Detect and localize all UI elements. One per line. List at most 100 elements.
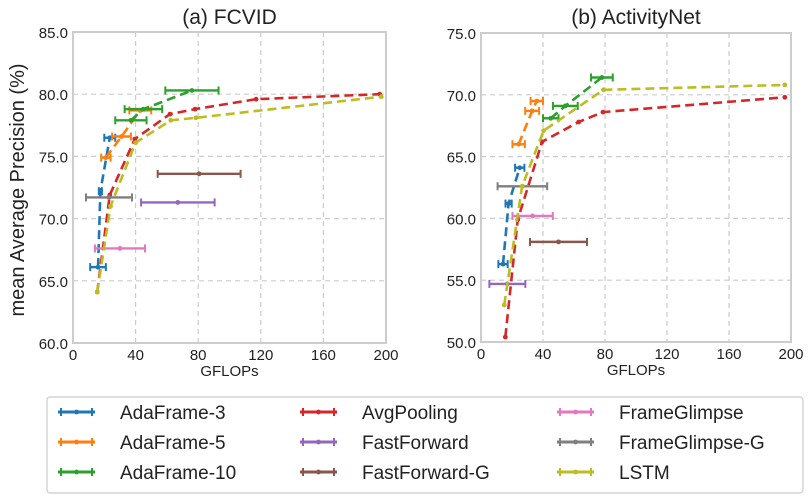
legend: AdaFrame-3 AdaFrame-5 AdaFrame-10 AvgPoolin… xyxy=(46,396,804,494)
legend-marker xyxy=(74,439,79,445)
data-point xyxy=(541,128,547,134)
x-axis-label: GFLOPs xyxy=(607,362,665,379)
data-point xyxy=(192,106,198,112)
data-point xyxy=(530,213,536,219)
data-point xyxy=(97,188,103,194)
data-point xyxy=(516,141,522,147)
legend-entry: AdaFrame-3 xyxy=(58,403,226,424)
x-tick-label: 0 xyxy=(477,346,485,363)
series-adaframe-5 xyxy=(100,106,153,162)
data-point xyxy=(117,246,123,251)
legend-marker xyxy=(74,469,79,475)
y-tick-label: 80.0 xyxy=(39,87,68,104)
legend-label: FastForward xyxy=(362,433,469,454)
x-tick-label: 120 xyxy=(248,347,273,364)
legend-entry: FrameGlimpse-G xyxy=(557,433,765,454)
data-point xyxy=(196,171,202,177)
legend-entry: AvgPooling xyxy=(300,403,458,424)
data-point xyxy=(378,94,384,100)
data-point xyxy=(107,135,113,141)
data-point xyxy=(189,88,195,93)
data-point xyxy=(132,136,138,142)
y-tick-label: 60.0 xyxy=(39,336,68,353)
data-point xyxy=(601,87,606,93)
series-fastforward-g xyxy=(156,169,242,178)
data-point xyxy=(782,94,788,100)
x-tick-label: 80 xyxy=(190,347,207,364)
legend-entry: FastForward xyxy=(300,433,469,454)
series-line xyxy=(502,83,785,306)
data-point xyxy=(502,334,508,340)
y-tick-label: 75.0 xyxy=(447,26,476,43)
legend-entry: FrameGlimpse xyxy=(557,403,744,424)
data-point xyxy=(600,109,606,115)
x-tick-label: 200 xyxy=(778,346,803,363)
data-point xyxy=(529,108,535,114)
data-point xyxy=(576,119,582,125)
legend-label: AdaFrame-3 xyxy=(120,403,226,424)
series-fastforward-g xyxy=(528,237,589,246)
x-tick-label: 200 xyxy=(373,347,398,364)
data-point xyxy=(500,261,506,267)
data-point xyxy=(534,98,540,104)
y-tick-label: 75.0 xyxy=(39,149,68,166)
legend-entry: AdaFrame-5 xyxy=(58,433,226,454)
series-adaframe-10 xyxy=(542,73,614,123)
legend-marker xyxy=(573,409,578,415)
y-tick-label: 65.0 xyxy=(39,274,68,291)
data-point xyxy=(193,115,199,121)
y-tick-label: 50.0 xyxy=(447,335,476,352)
data-point xyxy=(599,75,605,80)
legend-label: FrameGlimpse xyxy=(619,403,744,424)
x-tick-label: 160 xyxy=(716,346,741,363)
y-tick-label: 85.0 xyxy=(39,25,68,42)
legend-label: LSTM xyxy=(619,463,670,484)
legend-label: FrameGlimpse-G xyxy=(619,433,765,454)
chart-title: (b) ActivityNet xyxy=(571,6,701,29)
data-point xyxy=(106,195,112,200)
legend-marker xyxy=(316,409,321,415)
data-point xyxy=(119,134,124,139)
data-point xyxy=(501,302,507,308)
x-tick-label: 160 xyxy=(311,347,336,364)
plot-frame xyxy=(72,31,387,344)
x-tick-label: 0 xyxy=(69,347,77,364)
y-tick-label: 65.0 xyxy=(447,150,476,167)
series-lstm xyxy=(501,82,788,308)
plot-frame xyxy=(480,32,792,343)
chart-panel-2: (b) ActivityNet 0 40 80 120 160 200 50.0 55.0 60.… xyxy=(447,6,804,379)
series-adaframe-5 xyxy=(511,96,544,149)
plot-area xyxy=(73,32,386,343)
legend-marker xyxy=(316,439,321,445)
series-frameglimpse xyxy=(511,211,554,220)
data-point xyxy=(167,111,173,117)
data-point xyxy=(108,203,113,209)
data-point xyxy=(562,103,568,109)
plot-area xyxy=(481,33,791,342)
x-tick-label: 40 xyxy=(535,346,552,363)
data-point xyxy=(253,96,259,102)
legend-label: AvgPooling xyxy=(362,403,458,424)
data-point xyxy=(133,140,139,146)
series-lstm xyxy=(94,94,384,295)
legend-label: FastForward-G xyxy=(362,463,490,484)
series-fastforward xyxy=(140,198,216,207)
y-axis-label: mean Average Precision (%) xyxy=(7,63,29,316)
data-point xyxy=(782,82,788,88)
series-line xyxy=(504,95,785,338)
data-point xyxy=(95,264,101,270)
legend-marker xyxy=(74,409,79,415)
y-tick-label: 70.0 xyxy=(39,212,68,229)
chart-title: (a) FCVID xyxy=(182,6,277,29)
legend-label: AdaFrame-5 xyxy=(120,433,226,454)
y-tick-label: 70.0 xyxy=(447,88,476,105)
y-tick-label: 55.0 xyxy=(447,273,476,290)
data-point xyxy=(128,117,134,123)
legend-marker xyxy=(573,439,578,445)
legend-marker xyxy=(573,469,578,475)
x-axis-label: GFLOPs xyxy=(200,363,258,380)
series-line xyxy=(95,95,382,293)
chart-panel-1: (a) FCVID 0 40 80 120 160 200 60.0 65.0 70.0 75.0 8… xyxy=(39,6,399,380)
x-tick-label: 120 xyxy=(654,346,679,363)
